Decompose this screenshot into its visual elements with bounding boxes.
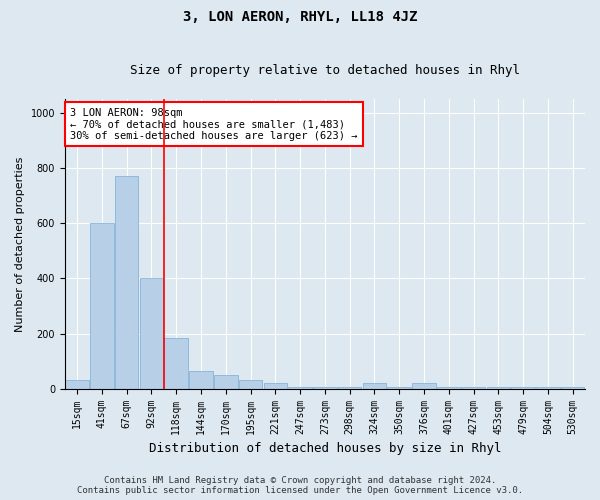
Bar: [412, 383, 436, 388]
Bar: [115, 176, 139, 388]
Y-axis label: Number of detached properties: Number of detached properties: [15, 156, 25, 332]
Bar: [362, 383, 386, 388]
Bar: [90, 223, 114, 388]
Text: 3, LON AERON, RHYL, LL18 4JZ: 3, LON AERON, RHYL, LL18 4JZ: [183, 10, 417, 24]
Bar: [214, 375, 238, 388]
Bar: [263, 383, 287, 388]
X-axis label: Distribution of detached houses by size in Rhyl: Distribution of detached houses by size …: [149, 442, 501, 455]
Text: 3 LON AERON: 98sqm
← 70% of detached houses are smaller (1,483)
30% of semi-deta: 3 LON AERON: 98sqm ← 70% of detached hou…: [70, 108, 358, 141]
Title: Size of property relative to detached houses in Rhyl: Size of property relative to detached ho…: [130, 64, 520, 77]
Bar: [189, 371, 213, 388]
Bar: [65, 380, 89, 388]
Text: Contains HM Land Registry data © Crown copyright and database right 2024.
Contai: Contains HM Land Registry data © Crown c…: [77, 476, 523, 495]
Bar: [140, 278, 163, 388]
Bar: [239, 380, 262, 388]
Bar: [164, 338, 188, 388]
